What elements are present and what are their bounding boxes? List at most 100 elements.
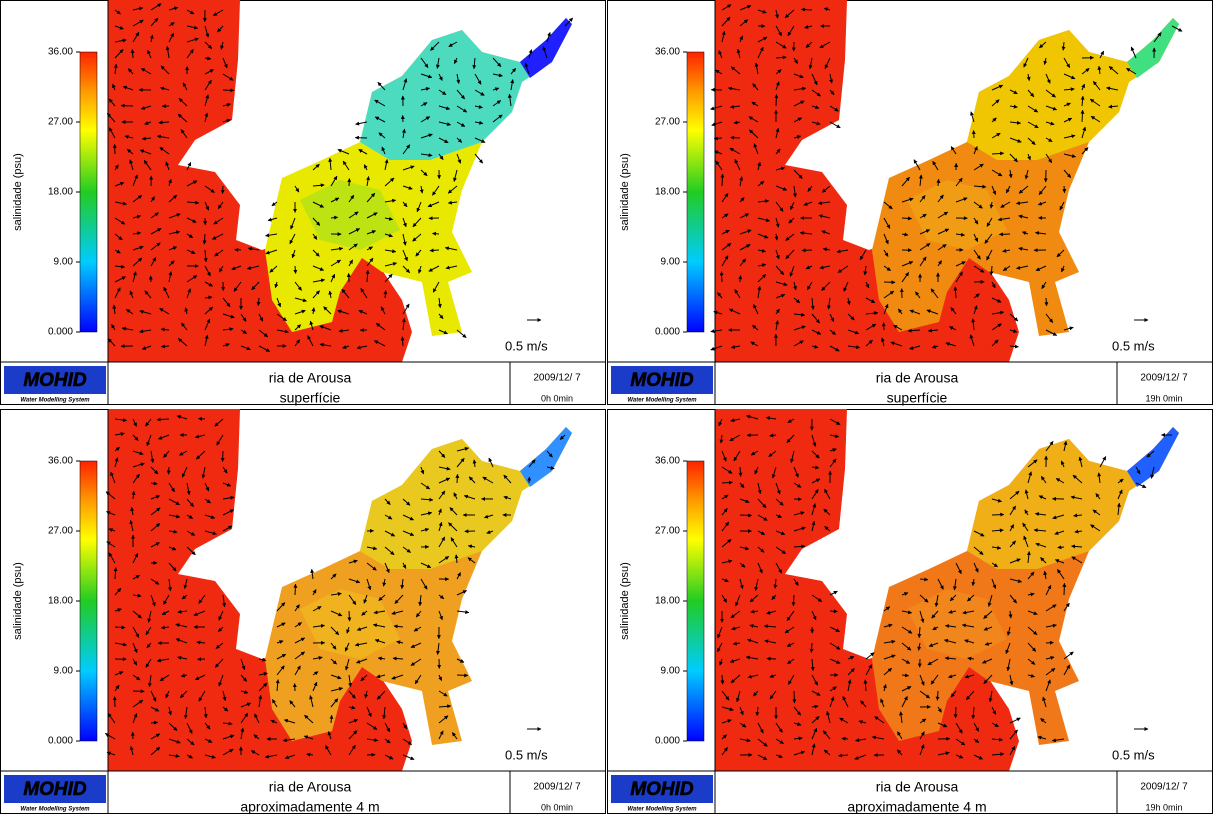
velocity-arrow <box>757 180 765 187</box>
velocity-arrow <box>721 466 733 474</box>
velocity-arrow <box>456 590 468 596</box>
velocity-arrow <box>721 706 734 712</box>
velocity-arrow <box>890 341 903 347</box>
velocity-arrow <box>997 217 1011 222</box>
velocity-arrow <box>710 345 723 351</box>
velocity-arrow <box>819 41 831 49</box>
velocity-arrow <box>739 722 747 728</box>
velocity-arrow <box>745 655 759 660</box>
velocity-arrow <box>420 562 432 568</box>
velocity-arrow <box>402 722 408 730</box>
velocity-arrow <box>730 674 741 684</box>
velocity-arrow <box>204 185 215 193</box>
velocity-arrow <box>721 521 730 532</box>
velocity-arrow <box>275 679 280 692</box>
velocity-arrow <box>719 434 724 444</box>
velocity-arrow <box>453 57 458 65</box>
velocity-arrow <box>811 73 818 86</box>
velocity-arrow <box>114 432 125 436</box>
velocity-arrow <box>1027 153 1031 161</box>
velocity-arrow <box>312 183 325 188</box>
velocity-arrow <box>510 79 515 91</box>
velocity-arrow <box>736 690 741 703</box>
velocity-arrow <box>240 702 252 708</box>
velocity-arrow <box>132 418 137 427</box>
velocity-arrow <box>132 245 144 251</box>
velocity-arrow <box>114 38 127 43</box>
velocity-arrow <box>112 304 117 315</box>
velocity-arrow <box>750 450 759 456</box>
velocity-arrow <box>829 89 835 96</box>
velocity-arrow <box>150 542 160 548</box>
velocity-arrow <box>217 201 224 210</box>
velocity-arrow <box>258 329 269 338</box>
velocity-arrow <box>420 527 430 532</box>
velocity-arrow <box>438 594 445 600</box>
velocity-arrow <box>337 149 350 155</box>
velocity-arrow <box>129 746 134 756</box>
velocity-arrow <box>330 273 336 283</box>
velocity-arrow <box>132 658 138 666</box>
velocity-arrow <box>897 308 903 315</box>
velocity-arrow <box>1008 169 1013 179</box>
velocity-arrow <box>438 466 451 471</box>
velocity-arrow <box>168 271 173 283</box>
velocity-arrow <box>114 217 126 225</box>
velocity-arrow <box>360 674 368 682</box>
velocity-arrow <box>330 626 340 636</box>
velocity-arrow <box>204 265 211 277</box>
velocity-arrow <box>973 163 984 171</box>
velocity-arrow <box>309 320 314 331</box>
velocity-arrow <box>720 173 725 187</box>
velocity-arrow <box>211 233 224 240</box>
velocity-arrow <box>430 41 440 51</box>
velocity-arrow <box>711 121 723 127</box>
velocity-arrow <box>150 522 161 532</box>
velocity-arrow <box>739 562 746 568</box>
velocity-arrow <box>400 336 405 347</box>
velocity-arrow <box>168 722 178 731</box>
velocity-arrow <box>410 642 422 648</box>
velocity-arrow <box>775 281 788 287</box>
velocity-arrow <box>150 507 161 516</box>
velocity-arrow <box>177 609 188 614</box>
velocity-arrow <box>168 213 181 219</box>
velocity-arrow <box>402 144 411 155</box>
velocity-arrow <box>401 128 406 139</box>
velocity-arrow <box>945 342 957 347</box>
velocity-arrow <box>1005 185 1011 194</box>
velocity-arrow <box>186 200 200 205</box>
velocity-arrow <box>366 562 377 571</box>
velocity-arrow <box>125 308 134 315</box>
velocity-arrow <box>973 293 980 299</box>
velocity-arrow <box>384 738 391 744</box>
velocity-arrow <box>1108 104 1119 109</box>
velocity-arrow <box>258 672 268 676</box>
velocity-arrow <box>204 79 212 91</box>
velocity-arrow <box>366 192 376 203</box>
velocity-arrow <box>909 345 921 350</box>
panel: 36.00 27.00 18.00 9.00 0.000 salinidade (psu)… <box>607 0 1213 406</box>
velocity-arrow <box>240 690 249 694</box>
velocity-arrow <box>721 229 730 235</box>
velocity-arrow <box>456 121 466 127</box>
velocity-arrow <box>114 671 124 676</box>
colorbar-tick-label: 36.00 <box>48 47 73 58</box>
velocity-arrow <box>986 217 993 227</box>
velocity-arrow <box>811 344 819 349</box>
velocity-arrow <box>130 506 135 516</box>
velocity-arrow <box>793 312 806 317</box>
velocity-arrow <box>204 295 213 300</box>
velocity-arrow <box>150 733 161 740</box>
velocity-arrow <box>991 281 996 289</box>
velocity-arrow <box>1026 73 1031 81</box>
velocity-arrow <box>348 730 358 740</box>
velocity-arrow <box>330 259 341 267</box>
velocity-arrow <box>289 233 296 245</box>
velocity-arrow <box>793 135 802 140</box>
velocity-arrow <box>129 290 134 299</box>
velocity-arrow <box>474 120 484 125</box>
velocity-arrow <box>865 297 876 304</box>
velocity-arrow <box>438 704 452 709</box>
velocity-arrow <box>719 658 723 666</box>
